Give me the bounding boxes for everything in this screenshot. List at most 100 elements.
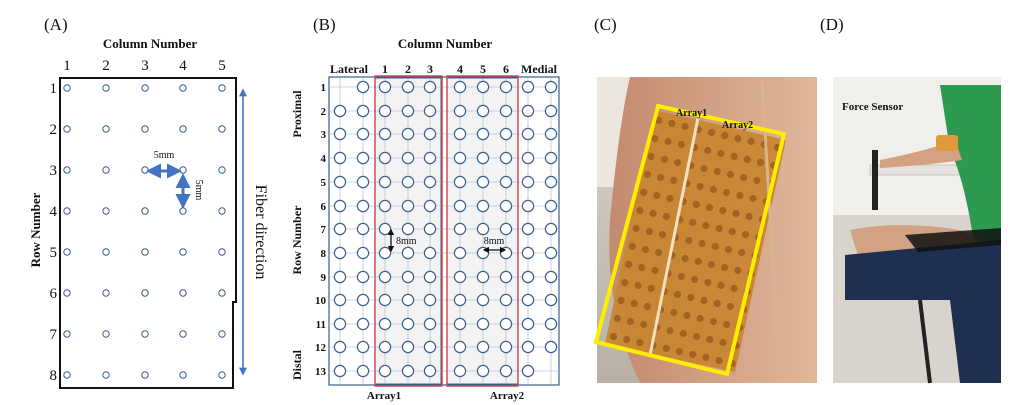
electrode — [63, 166, 71, 174]
array2-label: Array2 — [490, 390, 525, 402]
sheet-electrode — [655, 248, 663, 257]
sheet-electrode — [621, 278, 629, 287]
electrode — [521, 199, 535, 213]
sheet-electrode — [687, 293, 695, 302]
panel-a-row-title: Row Number — [28, 192, 43, 267]
electrode — [179, 166, 187, 174]
sheet-electrode — [677, 272, 686, 281]
electrode — [476, 199, 490, 213]
panel-b-column-title: Column Number — [398, 36, 492, 51]
electrode — [102, 371, 110, 379]
sheet-electrode — [658, 230, 667, 239]
sheet-electrode — [709, 317, 718, 326]
sheet-electrode — [706, 203, 714, 212]
electrode — [423, 317, 437, 331]
electrode — [544, 175, 558, 189]
electrode — [521, 80, 535, 94]
sheet-electrode — [704, 278, 712, 287]
electrode — [499, 199, 513, 213]
sheet-electrode — [747, 137, 755, 146]
panel-a-row-label: 1 — [50, 81, 58, 97]
panel-b-row-label: 11 — [316, 319, 326, 331]
electrode — [423, 199, 437, 213]
sheet-electrode — [668, 119, 676, 128]
electrode — [453, 151, 467, 165]
electrode — [499, 317, 513, 331]
person-shirt — [940, 85, 1001, 250]
array-highlight-box — [593, 103, 787, 377]
electrode — [401, 270, 415, 284]
electrode — [141, 207, 149, 215]
electrode — [423, 293, 437, 307]
electrode — [544, 270, 558, 284]
electrode — [218, 166, 226, 174]
electrode — [179, 289, 187, 297]
electrode — [423, 270, 437, 284]
electrode — [544, 80, 558, 94]
electrode — [333, 293, 347, 307]
electrode — [423, 340, 437, 354]
electrode — [423, 222, 437, 236]
sheet-electrode — [694, 257, 702, 266]
sheet-electrode — [707, 128, 716, 137]
electrode — [401, 175, 415, 189]
electrode — [378, 340, 392, 354]
sheet-electrode — [641, 245, 650, 254]
sheet-electrode — [730, 152, 738, 161]
sheet-electrode — [719, 206, 727, 215]
panel-b-label: (B) — [313, 15, 336, 34]
panel-c: (C) Array1 Array2 — [593, 15, 817, 384]
electrode — [102, 248, 110, 256]
panel-b-h-spacing-label: 8mm — [484, 236, 505, 247]
electrode — [544, 293, 558, 307]
electrode — [521, 175, 535, 189]
sheet-electrode — [713, 167, 721, 176]
sheet-electrode — [709, 185, 718, 194]
electrode — [499, 293, 513, 307]
electrode — [141, 371, 149, 379]
sheet-electrode — [700, 296, 708, 305]
electrode — [453, 175, 467, 189]
panel-b-column-label: 5 — [480, 62, 486, 76]
sheet-electrode — [638, 263, 646, 272]
electrode — [356, 293, 370, 307]
sheet-electrode — [696, 314, 704, 323]
electrode — [141, 289, 149, 297]
electrode — [499, 246, 513, 260]
electrode — [218, 125, 226, 133]
electrode — [453, 80, 467, 94]
electrode — [476, 246, 490, 260]
electrode — [63, 248, 71, 256]
electrode — [141, 166, 149, 174]
sheet-electrode — [653, 191, 661, 200]
sheet-electrode — [651, 266, 659, 275]
panel-b-row-label: 12 — [315, 342, 327, 354]
electrode — [401, 317, 415, 331]
electrode — [499, 127, 513, 141]
electrode — [179, 125, 187, 133]
electrode — [476, 104, 490, 118]
sheet-electrode — [719, 338, 727, 347]
panel-b-row-label: 13 — [315, 366, 327, 378]
panel-a-column-label: 4 — [179, 58, 187, 74]
panel-d-label: (D) — [820, 15, 844, 34]
sheet-electrode — [702, 221, 710, 230]
electrode — [356, 222, 370, 236]
sheet-electrode — [692, 332, 701, 341]
electrode — [63, 371, 71, 379]
sheet-electrode — [745, 212, 753, 221]
sheet-electrode — [721, 131, 729, 140]
sheet-electrode — [674, 158, 682, 167]
panel-a-row-label: 8 — [50, 368, 58, 384]
sheet-electrode — [698, 239, 706, 248]
electrode — [499, 80, 513, 94]
photo-array1-label: Array1 — [676, 108, 707, 119]
sheet-electrode — [730, 284, 738, 293]
electrode — [453, 104, 467, 118]
electrode — [333, 199, 347, 213]
sheet-electrode — [643, 170, 652, 179]
electrode — [521, 364, 535, 378]
sheet-electrode — [681, 254, 689, 263]
panel-b-column-label: 1 — [382, 62, 388, 76]
sheet-electrode — [685, 236, 693, 245]
